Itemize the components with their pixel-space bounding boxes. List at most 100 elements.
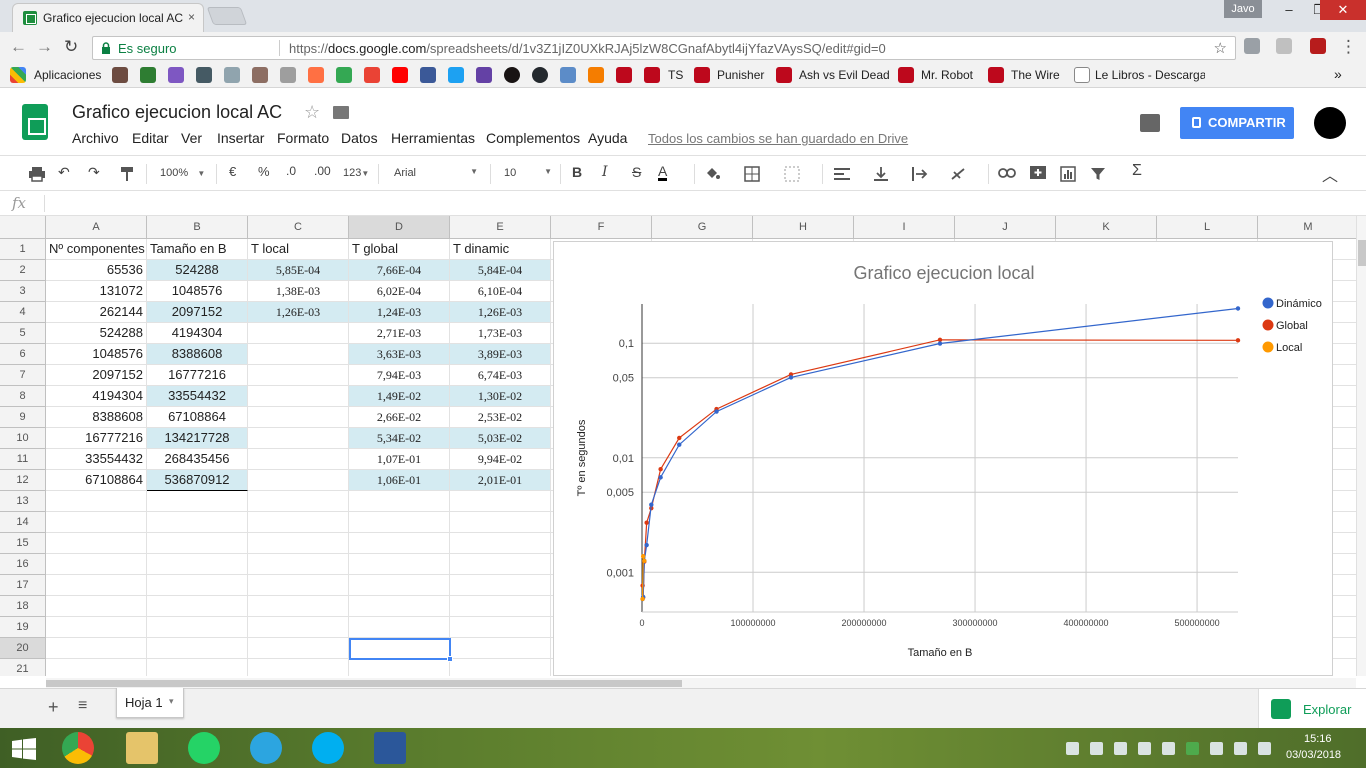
- twitch-icon[interactable]: [476, 67, 492, 83]
- grid-cell[interactable]: 33554432: [147, 386, 248, 407]
- grid-cell[interactable]: [450, 554, 551, 575]
- github-icon[interactable]: [532, 67, 548, 83]
- header-cell[interactable]: T global: [349, 239, 450, 260]
- grid-cell[interactable]: 1,24E-03: [349, 302, 450, 323]
- bookmark-ash-vs-evil-dead[interactable]: Ash vs Evil Dead: [799, 68, 890, 82]
- clock-time[interactable]: 15:16: [1304, 733, 1332, 745]
- pinterest-icon[interactable]: [988, 67, 1004, 83]
- pinterest-icon[interactable]: [694, 67, 710, 83]
- column-header[interactable]: C: [248, 216, 349, 239]
- folder-icon[interactable]: [333, 106, 349, 119]
- row-header[interactable]: 11: [0, 449, 46, 470]
- clock-date[interactable]: 03/03/2018: [1286, 749, 1342, 761]
- upload-tray-icon[interactable]: [1090, 742, 1103, 755]
- grid-cell[interactable]: [450, 512, 551, 533]
- add-sheet-button[interactable]: +: [48, 697, 59, 717]
- youtube-icon[interactable]: [392, 67, 408, 83]
- fill-color-icon[interactable]: [704, 166, 720, 182]
- grid-cell[interactable]: 262144: [46, 302, 147, 323]
- grid-cell[interactable]: 5,84E-04: [450, 260, 551, 281]
- filter-icon[interactable]: [1090, 166, 1106, 182]
- grid-cell[interactable]: 4194304: [46, 386, 147, 407]
- pinterest-icon[interactable]: [616, 67, 632, 83]
- paint-format-icon[interactable]: [120, 166, 134, 182]
- grid-cell[interactable]: [450, 533, 551, 554]
- column-header[interactable]: H: [753, 216, 854, 239]
- row-header[interactable]: 12: [0, 470, 46, 491]
- profile-badge[interactable]: Javo: [1224, 0, 1262, 18]
- menu-editar[interactable]: Editar: [132, 130, 169, 146]
- grid-cell[interactable]: [349, 575, 450, 596]
- flag-tray-icon[interactable]: [1138, 742, 1151, 755]
- grid-cell[interactable]: [349, 617, 450, 638]
- grid-cell[interactable]: [248, 554, 349, 575]
- row-header[interactable]: 9: [0, 407, 46, 428]
- print-icon[interactable]: [28, 166, 46, 182]
- font-family-select[interactable]: Arial ▼: [394, 167, 478, 179]
- row-header[interactable]: 8: [0, 386, 46, 407]
- percent-format-button[interactable]: %: [258, 164, 270, 179]
- grid-cell[interactable]: [450, 617, 551, 638]
- grid-cell[interactable]: [147, 659, 248, 676]
- extension-m-icon[interactable]: [1244, 38, 1260, 54]
- grid-cell[interactable]: 524288: [46, 323, 147, 344]
- header-cell[interactable]: T local: [248, 239, 349, 260]
- url-input[interactable]: Es seguro https://docs.google.com/spread…: [92, 36, 1236, 60]
- grid-cell[interactable]: 6,10E-04: [450, 281, 551, 302]
- grid-cell[interactable]: 1,38E-03: [248, 281, 349, 302]
- grid-cell[interactable]: 9,94E-02: [450, 449, 551, 470]
- grid-cell[interactable]: [248, 407, 349, 428]
- bookmark-icon-7[interactable]: [280, 67, 296, 83]
- grid-cell[interactable]: [46, 617, 147, 638]
- grid-cell[interactable]: 1,26E-03: [248, 302, 349, 323]
- pinterest-icon[interactable]: [776, 67, 792, 83]
- grid-cell[interactable]: 6,74E-03: [450, 365, 551, 386]
- decrease-decimals-button[interactable]: .0: [286, 164, 297, 178]
- grid-cell[interactable]: [248, 575, 349, 596]
- bold-button[interactable]: B: [572, 164, 583, 180]
- grid-cell[interactable]: [147, 491, 248, 512]
- page-icon[interactable]: [1074, 67, 1090, 83]
- grid-cell[interactable]: 2097152: [46, 365, 147, 386]
- bookmark-punisher[interactable]: Punisher: [717, 68, 765, 82]
- column-header[interactable]: D: [349, 216, 450, 239]
- bookmark-the-wire[interactable]: The Wire: [1011, 68, 1060, 82]
- text-color-button[interactable]: A: [658, 163, 668, 181]
- dropbox-tray-icon[interactable]: [1066, 742, 1079, 755]
- grid-cell[interactable]: 8388608: [46, 407, 147, 428]
- grid-cell[interactable]: [248, 428, 349, 449]
- row-header[interactable]: 15: [0, 533, 46, 554]
- grid-cell[interactable]: [349, 533, 450, 554]
- grid-cell[interactable]: 1048576: [147, 281, 248, 302]
- bookmark-icon-2[interactable]: [140, 67, 156, 83]
- redo-icon[interactable]: ↷: [88, 164, 100, 180]
- minimize-button[interactable]: –: [1285, 2, 1293, 17]
- signal-tray-icon[interactable]: [1234, 742, 1247, 755]
- header-cell[interactable]: Nº componentes: [46, 239, 147, 260]
- grid-cell[interactable]: [248, 386, 349, 407]
- maximize-button[interactable]: ❐: [1313, 2, 1325, 17]
- bookmark-icon-4[interactable]: [196, 67, 212, 83]
- grid-cell[interactable]: [349, 596, 450, 617]
- menu-ayuda[interactable]: Ayuda: [588, 130, 628, 146]
- header-cell[interactable]: T dinamic: [450, 239, 551, 260]
- grid-cell[interactable]: [46, 512, 147, 533]
- vertical-align-icon[interactable]: [874, 166, 888, 182]
- grid-cell[interactable]: 5,03E-02: [450, 428, 551, 449]
- grid-cell[interactable]: [248, 449, 349, 470]
- close-window-button[interactable]: ✕: [1320, 0, 1366, 20]
- row-header[interactable]: 4: [0, 302, 46, 323]
- grid-cell[interactable]: [450, 596, 551, 617]
- grid-cell[interactable]: 1,26E-03: [450, 302, 551, 323]
- grid-cell[interactable]: 3,63E-03: [349, 344, 450, 365]
- menu-ver[interactable]: Ver: [181, 130, 203, 146]
- bookmark-icon-5[interactable]: [224, 67, 240, 83]
- undo-icon[interactable]: ↶: [58, 164, 70, 180]
- menu-complementos[interactable]: Complementos: [486, 130, 581, 146]
- row-header[interactable]: 14: [0, 512, 46, 533]
- row-header[interactable]: 16: [0, 554, 46, 575]
- vertical-scroll-thumb[interactable]: [1358, 240, 1366, 266]
- grid-cell[interactable]: 1,49E-02: [349, 386, 450, 407]
- gmail-icon[interactable]: [364, 67, 380, 83]
- text-wrap-icon[interactable]: [912, 166, 928, 182]
